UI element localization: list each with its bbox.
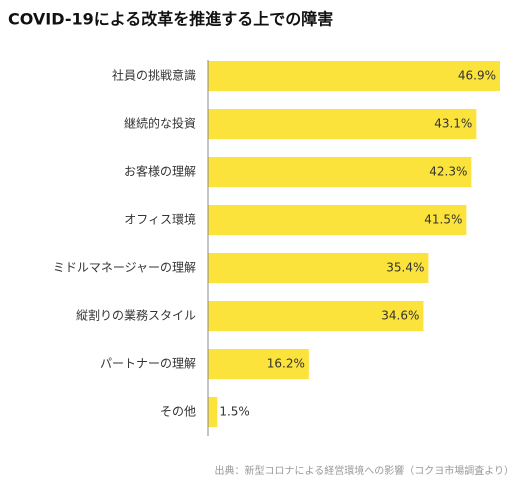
value-label: 42.3% [429, 165, 467, 179]
bar [208, 349, 309, 379]
value-label: 46.9% [458, 69, 496, 83]
source-note: 出典：新型コロナによる経営環境への影響（コクヨ市場調査より） [215, 464, 515, 477]
category-label: パートナーの理解 [100, 357, 196, 371]
value-label: 35.4% [386, 261, 424, 275]
category-label: ミドルマネージャーの理解 [53, 261, 196, 275]
category-label: その他 [160, 405, 196, 419]
chart-title: COVID-19による改革を推進する上での障害 [8, 10, 333, 29]
bar [208, 109, 477, 139]
category-label: 縦割りの業務スタイル [76, 308, 196, 323]
bar [208, 157, 472, 187]
bar [208, 397, 218, 427]
category-label: お客様の理解 [124, 164, 196, 179]
category-label: オフィス環境 [124, 212, 196, 227]
bar [208, 205, 467, 235]
category-label: 社員の挑戦意識 [112, 68, 196, 83]
bar [208, 253, 429, 283]
value-label: 43.1% [434, 117, 472, 131]
value-label: 16.2% [267, 357, 305, 371]
value-label: 34.6% [381, 309, 419, 323]
bar [208, 61, 500, 91]
category-label: 継続的な投資 [124, 116, 196, 131]
value-label: 1.5% [219, 405, 250, 419]
value-label: 41.5% [424, 213, 462, 227]
bar [208, 301, 424, 331]
